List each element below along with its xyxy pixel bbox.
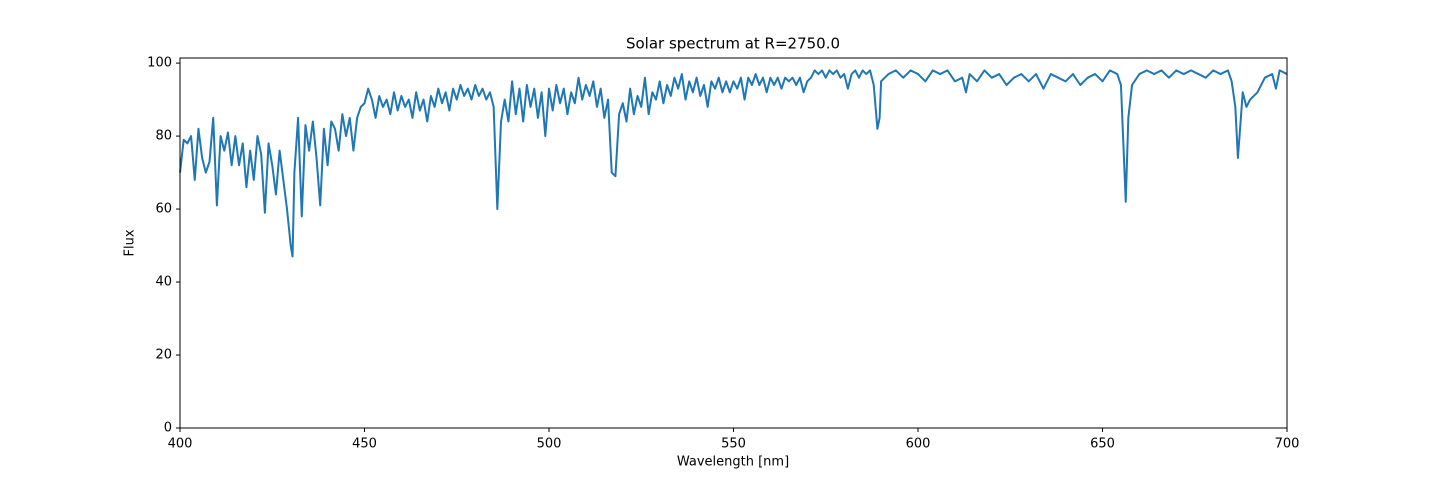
chart-title: Solar spectrum at R=2750.0: [626, 35, 840, 53]
x-tick-label: 700: [1275, 437, 1300, 452]
y-tick-label: 20: [155, 348, 172, 363]
x-tick-label: 450: [352, 437, 377, 452]
x-tick-label: 400: [168, 437, 193, 452]
x-tick-label: 650: [1090, 437, 1115, 452]
y-tick-label: 60: [155, 202, 172, 217]
y-tick-label: 100: [147, 56, 172, 71]
axes-frame: [179, 57, 1288, 429]
spectrum-line: [179, 69, 1288, 258]
x-tick-label: 550: [721, 437, 746, 452]
x-axis-label: Wavelength [nm]: [677, 455, 789, 470]
x-tick-label: 600: [906, 437, 931, 452]
y-tick-label: 0: [164, 421, 172, 436]
y-axis-label: Flux: [123, 229, 138, 256]
y-tick-label: 80: [155, 129, 172, 144]
y-tick-label: 40: [155, 275, 172, 290]
x-tick-label: 500: [537, 437, 562, 452]
